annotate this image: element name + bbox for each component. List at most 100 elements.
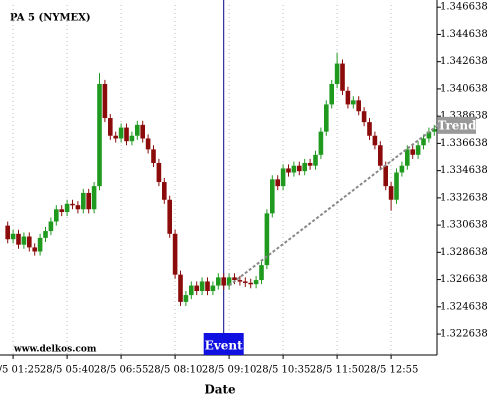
candle-body	[54, 209, 59, 222]
candle-body	[415, 145, 421, 155]
y-tick-label: 1.322638	[440, 329, 488, 340]
chart-title: PA 5 (NYMEX)	[10, 13, 91, 24]
candle-body	[16, 233, 21, 245]
candle-body	[32, 247, 37, 252]
x-tick-label: 28/5 12:55	[364, 365, 418, 376]
candle-body	[113, 135, 118, 139]
candle-body	[21, 236, 27, 245]
candle-body	[226, 277, 232, 286]
candle-body	[27, 236, 32, 248]
candle-body	[383, 165, 388, 187]
candle-body	[178, 274, 183, 302]
x-tick-label: 28/5 11:50	[310, 365, 364, 376]
candle-body	[388, 186, 394, 200]
candle-body	[270, 179, 275, 214]
candle-body	[199, 281, 205, 291]
candle-body	[313, 154, 318, 166]
candle-body	[5, 225, 10, 240]
candle-body	[372, 135, 378, 146]
candle-body	[59, 209, 64, 213]
x-axis-label: Date	[204, 383, 236, 397]
candle-body	[91, 186, 97, 210]
y-tick-label: 1.332638	[440, 192, 488, 203]
event-label: Event	[205, 339, 243, 353]
x-tick-label: 28/5 10:35	[256, 365, 310, 376]
trend-line	[228, 124, 439, 287]
candle-body	[340, 63, 345, 91]
candle-body	[399, 165, 405, 173]
candle-body	[291, 165, 297, 173]
candle-body	[135, 124, 140, 136]
candle-body	[102, 83, 108, 119]
candle-body	[351, 100, 356, 105]
candle-body	[43, 231, 48, 238]
candle-body	[259, 265, 264, 281]
candle-body	[302, 162, 307, 172]
x-tick-label: 28/5 08:10	[148, 365, 202, 376]
candle-body	[118, 127, 124, 139]
trend-label: Trend	[437, 118, 477, 132]
candle-body	[243, 281, 248, 283]
candle-body	[216, 277, 221, 286]
candle-body	[394, 172, 399, 200]
candle-body	[432, 128, 437, 132]
y-tick-label: 1.326638	[440, 274, 488, 285]
candle-body	[237, 280, 243, 282]
candle-body	[232, 277, 237, 281]
candle-body	[275, 179, 280, 187]
watermark: www.delkos.com	[13, 345, 97, 355]
candle-body	[167, 199, 172, 234]
candle-body	[334, 63, 340, 84]
candle-body	[75, 205, 81, 210]
candle-body	[205, 281, 210, 291]
candle-body	[421, 138, 426, 146]
candle-body	[307, 162, 313, 166]
candle-body	[378, 145, 383, 166]
candle-body	[297, 165, 302, 172]
y-tick-label: 1.346638	[440, 2, 488, 13]
candle-body	[124, 127, 129, 142]
candle-body	[70, 203, 75, 206]
event-box	[203, 333, 244, 355]
candle-body	[405, 149, 410, 166]
candle-body	[140, 124, 145, 139]
candle-body	[410, 149, 415, 155]
candle-body	[145, 138, 151, 150]
candle-body	[345, 90, 351, 105]
x-tick-label: 28/5 01:25	[0, 365, 40, 376]
candle-body	[253, 280, 259, 285]
candle-body	[108, 118, 113, 136]
y-tick-label: 1.330638	[440, 220, 488, 231]
candle-body	[64, 203, 70, 213]
candle-body	[10, 233, 16, 240]
candle-body	[221, 277, 226, 286]
x-tick-label: 28/5 06:55	[94, 365, 148, 376]
candle-body	[86, 192, 91, 210]
y-tick-label: 1.338638	[440, 111, 488, 122]
y-tick-label: 1.344638	[440, 29, 488, 40]
y-tick-label: 1.340638	[440, 83, 488, 94]
candle-body	[172, 233, 178, 275]
candle-body	[129, 135, 135, 142]
candle-body	[97, 83, 102, 187]
candle-body	[151, 149, 156, 163]
candle-body	[324, 104, 329, 132]
y-tick-label: 1.334638	[440, 165, 488, 176]
x-tick-label: 28/5 09:10	[202, 365, 256, 376]
y-tick-label: 1.336638	[440, 138, 488, 149]
candle-body	[37, 237, 43, 252]
candle-body	[280, 168, 286, 187]
y-tick-label: 1.342638	[440, 56, 488, 67]
candle-body	[48, 221, 54, 232]
trend-box	[438, 116, 476, 134]
y-tick-label: 1.328638	[440, 247, 488, 258]
candle-body	[156, 162, 162, 183]
candle-body	[329, 83, 334, 105]
candle-body	[210, 285, 216, 291]
candle-body	[248, 282, 253, 285]
candle-body	[264, 213, 270, 266]
candle-body	[81, 192, 86, 210]
candle-body	[361, 111, 367, 123]
